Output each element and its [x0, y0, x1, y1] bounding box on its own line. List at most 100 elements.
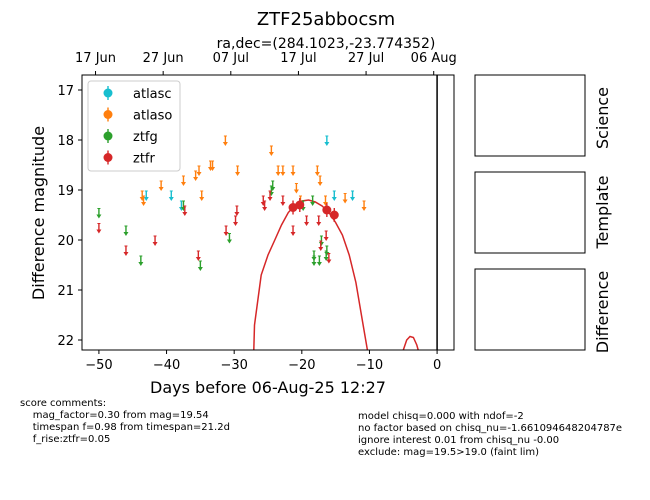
ztfg-upper-limit	[270, 180, 276, 191]
atlasc-upper-limit	[350, 190, 356, 201]
y-tick-label: 20	[57, 234, 74, 249]
ztfg-upper-limit	[123, 225, 129, 236]
template-panel	[474, 171, 586, 254]
top-tick-label: 17 Jun	[75, 51, 116, 66]
ztfr-upper-limit	[152, 235, 158, 246]
atlaso-upper-limit	[193, 170, 199, 181]
atlaso-upper-limit	[290, 165, 296, 176]
difference-panel	[474, 268, 586, 351]
top-tick-label: 07 Jul	[213, 51, 249, 66]
top-tick-label: 17 Jul	[280, 51, 316, 66]
x-tick-label: −50	[85, 358, 112, 373]
x-tick-label: −20	[288, 358, 315, 373]
ztfg-upper-limit	[310, 195, 316, 206]
ztfr-detection	[322, 203, 332, 217]
atlasc-upper-limit	[331, 190, 337, 201]
ztfr-upper-limit	[262, 200, 268, 211]
atlaso-upper-limit	[361, 200, 367, 211]
legend-item-atlaso: atlaso	[103, 107, 172, 124]
ztfg-upper-limit	[96, 208, 102, 219]
x-tick-label: −30	[220, 358, 247, 373]
atlasc-legend-marker	[103, 88, 113, 98]
score-comments: score comments: mag_factor=0.30 from mag…	[20, 398, 230, 445]
data-marks	[96, 75, 438, 350]
legend-item-ztfg: ztfg	[103, 129, 158, 145]
atlaso-upper-limit	[314, 165, 320, 176]
ztfg-upper-limit	[138, 255, 144, 266]
atlaso-upper-limit	[280, 165, 286, 176]
template-panel-label: Template	[593, 175, 612, 249]
ztfr-upper-limit	[326, 253, 332, 264]
atlaso-upper-limit	[268, 145, 274, 156]
ztfr-detection	[329, 208, 339, 222]
chart-title: ZTF25abbocsm	[257, 9, 395, 30]
ztfr-upper-limit	[323, 230, 329, 241]
x-tick-label: 0	[433, 358, 441, 373]
science-panel-label: Science	[593, 87, 612, 149]
y-tick-label: 21	[57, 284, 74, 299]
atlaso-upper-limit	[180, 175, 186, 186]
top-tick-label: 27 Jul	[348, 51, 384, 66]
x-tick-label: −40	[153, 358, 180, 373]
legend-item-atlasc: atlasc	[103, 86, 172, 102]
ztfr-upper-limit	[223, 225, 229, 236]
atlaso-upper-limit	[293, 183, 299, 194]
ztfr-detection	[295, 198, 305, 212]
legend-item-ztfr: ztfr	[103, 150, 155, 167]
y-tick-label: 17	[57, 84, 74, 99]
legend: atlasc atlaso ztfg ztfr	[87, 80, 181, 172]
ztfg-upper-limit	[226, 233, 232, 244]
difference-panel-label: Difference	[593, 271, 612, 353]
ztfr-upper-limit	[234, 205, 240, 216]
ztfr-upper-limit	[304, 215, 310, 226]
atlaso-upper-limit	[222, 135, 228, 146]
atlasc-upper-limit	[324, 135, 330, 146]
legend-box	[87, 80, 181, 172]
ztfg-upper-limit	[316, 255, 322, 266]
model-comments: model chisq=0.000 with ndof=-2 no factor…	[358, 411, 623, 458]
ztfr-upper-limit	[318, 240, 324, 251]
top-tick-label: 27 Jun	[143, 51, 184, 66]
ztfr-upper-limit	[267, 190, 273, 201]
atlaso-upper-limit	[199, 190, 205, 201]
x-axis-label: Days before 06-Aug-25 12:27	[150, 378, 386, 397]
ztfr-legend-marker	[103, 153, 113, 162]
ztfr-upper-limit	[195, 250, 201, 261]
legend-label: atlasc	[133, 87, 172, 102]
ztfg-legend-marker	[103, 131, 113, 141]
atlaso-upper-limit	[317, 175, 323, 186]
atlaso-upper-limit	[141, 195, 147, 206]
y-axis-label: Difference magnitude	[29, 126, 48, 300]
atlaso-upper-limit	[235, 165, 241, 176]
y-tick-label: 22	[57, 334, 74, 349]
ztfr-fit-bump	[402, 335, 419, 350]
ztfr-upper-limit	[316, 215, 322, 226]
atlaso-upper-limit	[342, 193, 348, 204]
top-tick-label: 06 Aug	[411, 51, 457, 66]
ztfr-upper-limit	[182, 205, 188, 216]
x-tick-label: −10	[356, 358, 383, 373]
atlaso-upper-limit	[196, 165, 202, 176]
ztfr-upper-limit	[96, 223, 102, 234]
science-panel	[474, 74, 586, 157]
atlasc-upper-limit	[143, 190, 149, 201]
ztfr-upper-limit	[280, 195, 286, 206]
legend-label: ztfg	[133, 130, 158, 145]
legend-label: ztfr	[133, 152, 155, 167]
ztfg-upper-limit	[311, 255, 317, 266]
ztfr-detection	[288, 200, 298, 215]
ztfg-upper-limit	[197, 260, 203, 271]
plot-area: −50 −40 −30 −20 −10 0 17 18 19 20 21 22 17 Jun 27 Jun…	[57, 51, 456, 373]
legend-label: atlaso	[133, 109, 172, 124]
ztfr-upper-limit	[123, 245, 129, 256]
chart-subtitle: ra,dec=(284.1023,-23.774352)	[217, 36, 436, 52]
y-tick-label: 18	[57, 134, 74, 149]
plot-frame	[81, 74, 455, 351]
ztfr-upper-limit	[233, 215, 239, 226]
ztfr-fit-curve	[253, 199, 369, 350]
ztfr-upper-limit	[290, 225, 296, 236]
atlaso-upper-limit	[210, 160, 216, 171]
atlasc-upper-limit	[168, 190, 174, 201]
y-tick-label: 19	[57, 184, 74, 199]
